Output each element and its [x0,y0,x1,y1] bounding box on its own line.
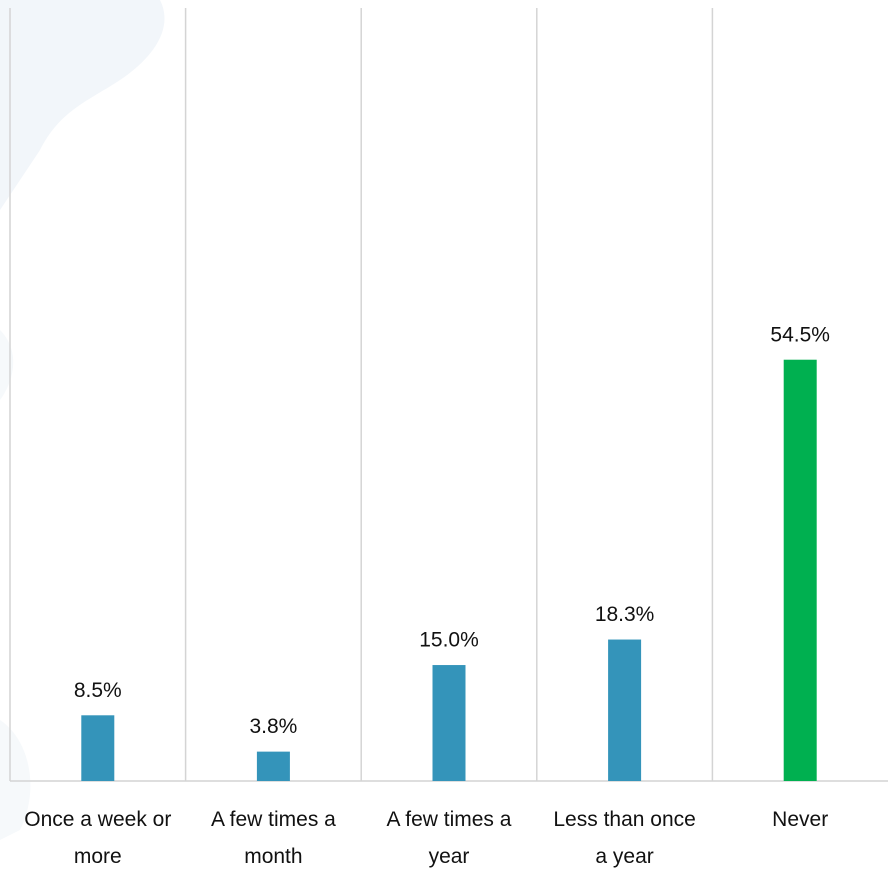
label-line: A few times a [211,808,336,831]
value-label: 54.5% [770,323,830,346]
bar [81,715,115,781]
value-label: 8.5% [74,679,122,702]
label-line: Once a week or [24,808,171,831]
label-line: a year [595,845,653,868]
x-tick-label: Never [772,808,828,831]
value-label: 15.0% [419,629,479,652]
x-tick-label: A few times a month [211,808,336,868]
label-line: Never [772,808,828,831]
x-tick-label: Less than once a year [553,808,695,868]
value-label: 3.8% [249,715,297,738]
label-line: year [429,845,470,868]
watermark [0,0,165,840]
x-tick-label: A few times a year [387,808,512,868]
bar [256,751,290,781]
bar [783,359,817,781]
value-label: 18.3% [595,603,655,626]
bar [432,665,466,781]
label-line: month [244,845,302,868]
label-line: more [74,845,122,868]
bar [608,639,642,781]
x-tick-label: Once a week or more [24,808,171,868]
label-line: A few times a [387,808,512,831]
label-line: Less than once [553,808,695,831]
